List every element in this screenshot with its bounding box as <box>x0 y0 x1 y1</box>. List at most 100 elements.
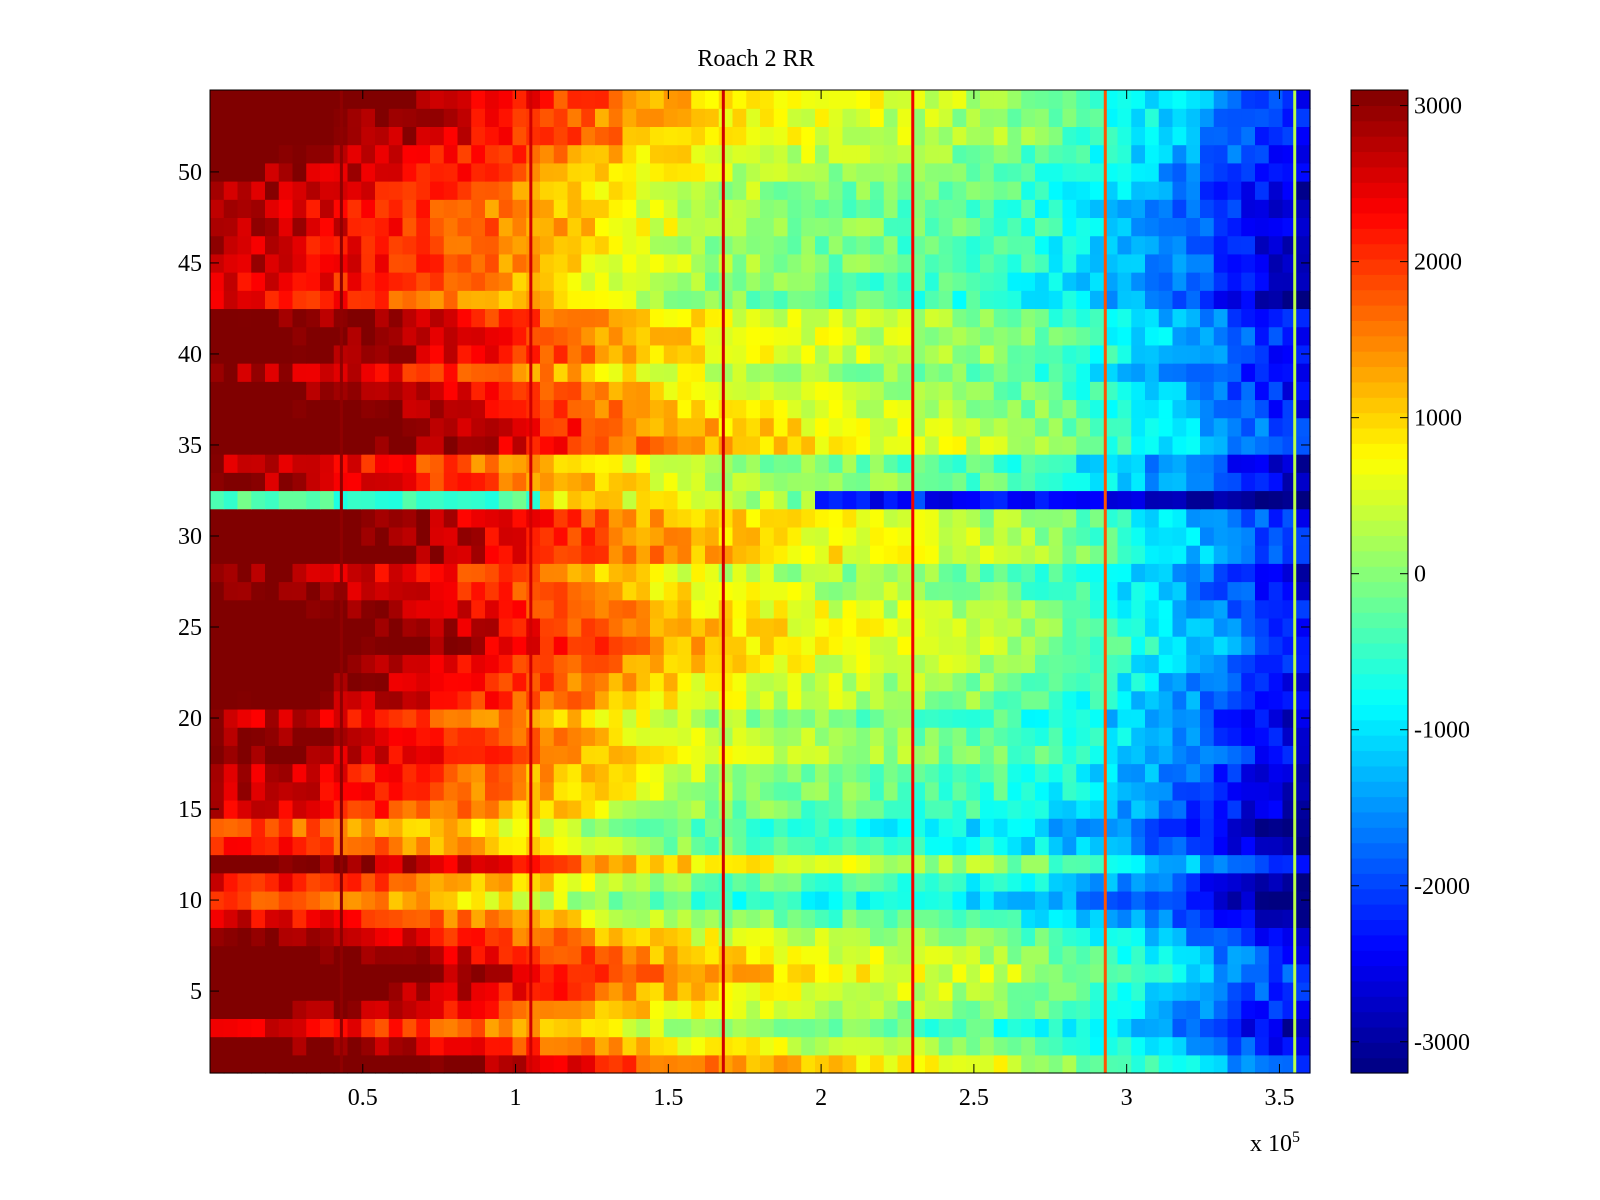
heatmap-cell <box>1117 854 1132 874</box>
heatmap-cell <box>1186 654 1201 674</box>
heatmap-cell <box>746 909 761 928</box>
heatmap-cell <box>1172 508 1187 528</box>
heatmap-cell <box>1296 1054 1311 1074</box>
heatmap-cell <box>952 854 967 874</box>
heatmap-cell <box>1158 290 1174 310</box>
heatmap-cell <box>457 981 472 1001</box>
heatmap-cell <box>581 490 596 510</box>
heatmap-cell <box>993 654 1009 674</box>
heatmap-cell <box>595 981 610 1001</box>
heatmap-cell <box>870 927 885 947</box>
heatmap-cell <box>485 836 500 856</box>
heatmap-cell <box>993 727 1009 746</box>
heatmap-cell <box>512 90 527 109</box>
heatmap-cell <box>498 162 514 182</box>
heatmap-cell <box>650 909 665 928</box>
heatmap-cell <box>925 253 940 273</box>
heatmap-cell <box>251 344 266 364</box>
heatmap-cell <box>485 90 500 109</box>
heatmap-cell <box>278 508 294 528</box>
heatmap-cell <box>416 672 431 692</box>
heatmap-cell <box>691 799 706 819</box>
heatmap-cell <box>897 126 912 146</box>
heatmap-cell <box>1227 636 1242 655</box>
heatmap-cell <box>278 272 294 291</box>
heatmap-cell <box>856 818 871 837</box>
heatmap-cell <box>718 1054 734 1074</box>
heatmap-cell <box>1117 162 1132 182</box>
heatmap-cell <box>498 108 514 127</box>
heatmap-cell <box>457 672 472 692</box>
heatmap-cell <box>526 399 541 419</box>
heatmap-cell <box>581 144 596 164</box>
heatmap-cell <box>815 727 830 746</box>
heatmap-cell <box>966 162 981 182</box>
heatmap-cell <box>361 272 376 291</box>
heatmap-cell <box>1213 326 1229 346</box>
heatmap-cell <box>567 454 582 473</box>
heatmap-cell <box>595 636 610 655</box>
heatmap-cell <box>663 199 679 219</box>
heatmap-cell <box>526 344 541 364</box>
heatmap-cell <box>897 872 912 892</box>
heatmap-cell <box>471 854 486 874</box>
heatmap-cell <box>251 181 266 200</box>
heatmap-cell <box>1035 872 1050 892</box>
heatmap-cell <box>430 272 445 291</box>
heatmap-cell <box>443 508 459 528</box>
heatmap-cell <box>787 981 802 1001</box>
heatmap-cell <box>292 836 307 856</box>
heatmap-cell <box>1268 654 1284 674</box>
heatmap-cell <box>581 963 596 983</box>
heatmap-cell <box>540 708 555 728</box>
heatmap-cell <box>925 399 940 419</box>
heatmap-cell <box>1227 672 1242 692</box>
heatmap-cell <box>911 490 926 510</box>
heatmap-cell <box>622 472 637 492</box>
heatmap-cell <box>1076 781 1091 801</box>
heatmap-cell <box>773 363 789 382</box>
heatmap-cell <box>746 818 761 837</box>
heatmap-cell <box>870 435 885 455</box>
heatmap-cell <box>911 253 926 273</box>
heatmap-cell <box>361 708 376 728</box>
heatmap-cell <box>636 290 651 310</box>
vertical-stripe <box>1293 90 1297 1073</box>
heatmap-cell <box>1186 344 1201 364</box>
heatmap-cell <box>1117 708 1132 728</box>
heatmap-cell <box>1090 235 1105 255</box>
heatmap-cell <box>402 162 417 182</box>
heatmap-cell <box>1186 909 1201 928</box>
heatmap-cell <box>361 435 376 455</box>
heatmap-cell <box>1268 126 1284 146</box>
heatmap-cell <box>760 545 775 564</box>
heatmap-cell <box>1062 654 1077 674</box>
heatmap-cell <box>1241 108 1256 127</box>
heatmap-cell <box>760 272 775 291</box>
heatmap-cell <box>416 454 431 473</box>
heatmap-cell <box>650 799 665 819</box>
heatmap-cell <box>416 927 431 947</box>
colorbar-tick-label: -1000 <box>1414 718 1470 744</box>
heatmap-cell <box>540 526 555 546</box>
heatmap-cell <box>457 435 472 455</box>
heatmap-cell <box>828 781 844 801</box>
heatmap-cell <box>1255 617 1270 637</box>
heatmap-cell <box>1007 599 1022 619</box>
heatmap-cell <box>416 272 431 291</box>
heatmap-cell <box>691 909 706 928</box>
heatmap-cell <box>498 890 514 910</box>
heatmap-cell <box>237 854 252 874</box>
heatmap-cell <box>443 1018 459 1038</box>
heatmap-cell <box>416 1000 431 1019</box>
heatmap-cell <box>773 690 789 710</box>
heatmap-cell <box>663 617 679 637</box>
heatmap-cell <box>732 672 747 692</box>
heatmap-cell <box>485 781 500 801</box>
heatmap-cell <box>1268 545 1284 564</box>
heatmap-cell <box>1145 745 1160 765</box>
heatmap-cell <box>993 108 1009 127</box>
heatmap-cell <box>265 344 280 364</box>
heatmap-cell <box>1172 162 1187 182</box>
heatmap-cell <box>1062 818 1077 837</box>
